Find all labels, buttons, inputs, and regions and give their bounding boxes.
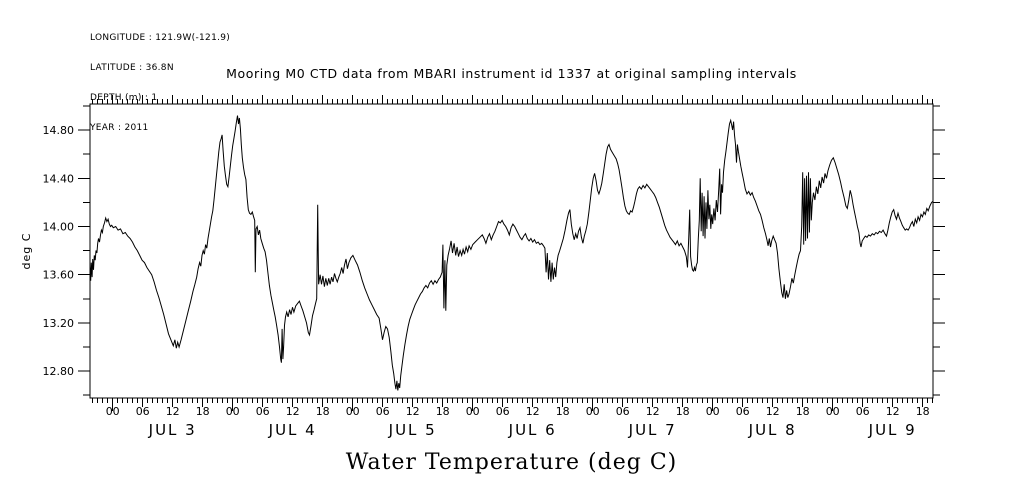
x-axis-hour-label: 06 bbox=[616, 405, 630, 418]
x-axis-hour-label: 06 bbox=[376, 405, 390, 418]
x-axis-hour-label: 00 bbox=[586, 405, 600, 418]
metadata-line-year: YEAR : 2011 bbox=[90, 123, 149, 133]
y-axis-tick-label: 14.40 bbox=[43, 172, 75, 185]
x-axis-hour-label: 12 bbox=[166, 405, 180, 418]
x-axis-hour-label: 18 bbox=[916, 405, 930, 418]
x-axis-day-label: JUL 6 bbox=[508, 421, 557, 439]
x-axis-hour-label: 18 bbox=[676, 405, 690, 418]
x-axis-hour-label: 18 bbox=[796, 405, 810, 418]
x-axis-day-label: JUL 8 bbox=[748, 421, 797, 439]
x-axis-hour-label: 06 bbox=[496, 405, 510, 418]
x-axis-hour-label: 18 bbox=[316, 405, 330, 418]
x-axis-hour-label: 12 bbox=[886, 405, 900, 418]
metadata-line-latitude: LATITUDE : 36.8N bbox=[90, 63, 174, 73]
metadata-block: LONGITUDE : 121.9W(-121.9) LATITUDE : 36… bbox=[90, 13, 230, 153]
x-axis-day-label: JUL 5 bbox=[388, 421, 437, 439]
y-axis-tick-label: 13.20 bbox=[43, 317, 75, 330]
x-axis-hour-label: 06 bbox=[736, 405, 750, 418]
y-axis-tick-label: 12.80 bbox=[43, 365, 75, 378]
x-axis-day-label: JUL 7 bbox=[628, 421, 677, 439]
y-axis-tick-label: 13.60 bbox=[43, 269, 75, 282]
x-axis-hour-label: 06 bbox=[256, 405, 270, 418]
metadata-line-depth: DEPTH (m) : 1 bbox=[90, 93, 158, 103]
metadata-line-longitude: LONGITUDE : 121.9W(-121.9) bbox=[90, 33, 231, 43]
x-axis-day-label: JUL 9 bbox=[868, 421, 917, 439]
x-axis-hour-label: 12 bbox=[526, 405, 540, 418]
y-axis-label: deg C bbox=[20, 233, 33, 270]
x-axis-day-label: JUL 3 bbox=[148, 421, 197, 439]
x-axis-hour-label: 00 bbox=[106, 405, 120, 418]
x-axis-hour-label: 18 bbox=[436, 405, 450, 418]
x-axis-hour-label: 06 bbox=[136, 405, 150, 418]
x-axis-hour-label: 12 bbox=[406, 405, 420, 418]
x-axis-hour-label: 00 bbox=[346, 405, 360, 418]
x-axis-hour-label: 00 bbox=[826, 405, 840, 418]
y-axis-tick-label: 14.80 bbox=[43, 124, 75, 137]
x-axis-hour-label: 12 bbox=[766, 405, 780, 418]
chart-title: Mooring M0 CTD data from MBARI instrumen… bbox=[226, 66, 797, 81]
temperature-series-line bbox=[89, 115, 934, 391]
x-axis-hour-label: 12 bbox=[286, 405, 300, 418]
x-axis-hour-label: 06 bbox=[856, 405, 870, 418]
x-axis-hour-label: 18 bbox=[196, 405, 210, 418]
x-axis-day-label: JUL 4 bbox=[268, 421, 317, 439]
y-axis-tick-label: 14.00 bbox=[43, 220, 75, 233]
x-axis-title: Water Temperature (deg C) bbox=[345, 450, 678, 475]
x-axis-hour-label: 00 bbox=[706, 405, 720, 418]
x-axis-hour-label: 12 bbox=[646, 405, 660, 418]
x-axis-hour-label: 00 bbox=[226, 405, 240, 418]
x-axis-hour-label: 00 bbox=[466, 405, 480, 418]
x-axis-hour-label: 18 bbox=[556, 405, 570, 418]
